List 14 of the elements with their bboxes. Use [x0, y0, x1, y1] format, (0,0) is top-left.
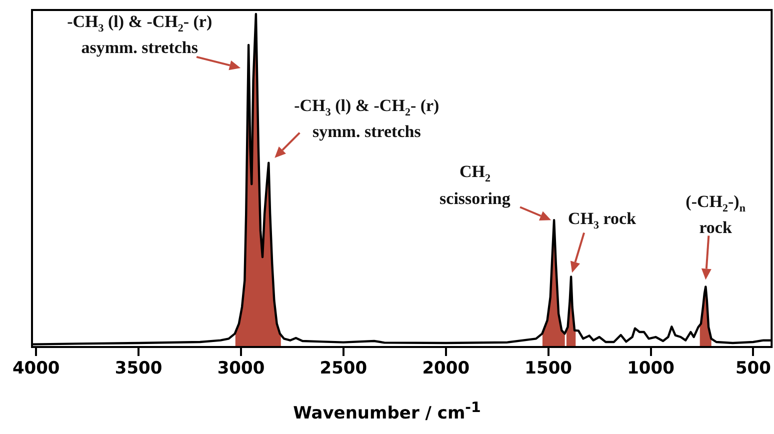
x-tick-label: 3500	[114, 358, 162, 379]
x-axis-title: Wavenumber / cm$^{-1}$	[292, 400, 482, 424]
annotation: CH$_{2}$ scissoring	[440, 162, 510, 209]
x-tick-label: 500	[735, 358, 772, 379]
x-tick-label: 1500	[524, 358, 572, 379]
x-tick-label: 2000	[422, 358, 470, 379]
x-tick-label: 1000	[627, 358, 675, 379]
x-tick-label: 2500	[320, 358, 368, 379]
annotation: -CH$_{3}$ (l) & -CH$_{2}$- (r) asymm. stretchs	[67, 12, 212, 58]
annotation: -CH$_{3}$ (l) & -CH$_{2}$- (r) symm. stretchs	[294, 96, 440, 142]
x-tick-label: 4000	[12, 358, 60, 379]
annotation: (-CH$_{2}$-)$_{n}$ rock	[686, 192, 746, 238]
x-tick-label: 3000	[217, 358, 265, 379]
annotation: CH$_{3}$ rock	[568, 208, 636, 234]
